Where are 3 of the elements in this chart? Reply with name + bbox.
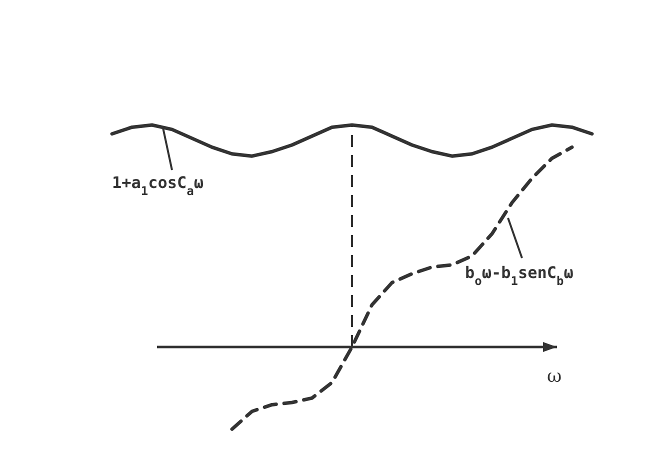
annotation: b$_{o}$ω-b$_{1}$senC$_{b}$ω	[465, 263, 574, 288]
annotation: 1+a$_{1}$cosC$_{a}$ω	[112, 173, 204, 198]
x-axis-title: ω	[547, 366, 562, 387]
